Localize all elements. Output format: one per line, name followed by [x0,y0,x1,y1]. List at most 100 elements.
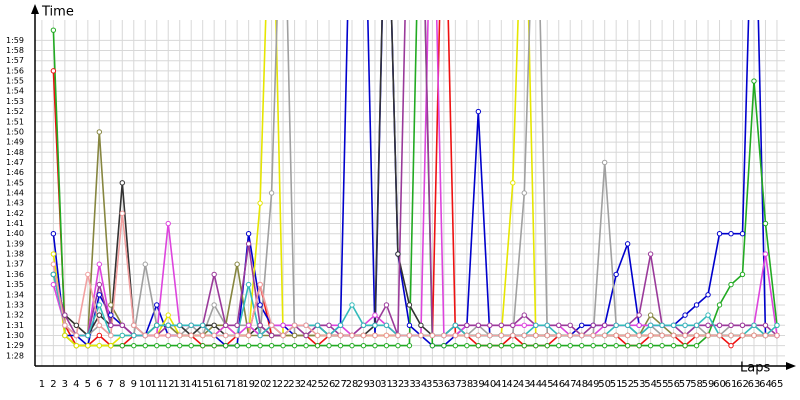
x-tick-label: 53 [633,379,646,390]
x-tick-label: 52 [621,379,634,390]
x-tick-label: 12 [162,379,175,390]
data-point [383,332,390,339]
data-point [73,342,80,349]
data-point [73,332,80,339]
data-point [96,342,103,349]
data-point [257,332,263,339]
x-tick-label: 11 [150,379,163,390]
x-tick-label: 7 [108,379,114,390]
data-point [349,342,355,349]
y-tick-label: 1:44 [6,189,24,198]
data-point [705,292,711,298]
data-point [406,322,413,328]
data-point [245,231,252,237]
data-point [728,332,734,339]
y-tick-label: 1:38 [6,250,24,259]
data-point [613,342,619,349]
data-point [199,332,206,339]
x-tick-label: 18 [231,379,244,390]
data-point [510,332,516,339]
data-point [624,322,631,328]
x-tick-label: 61 [725,379,738,390]
data-point [464,322,470,328]
x-tick-label: 45 [541,379,554,390]
data-point [475,332,482,339]
data-point [222,322,229,328]
data-point [96,281,103,288]
x-tick-label: 56 [667,379,680,390]
data-point [85,342,91,349]
data-point [624,342,631,349]
data-point [739,271,746,278]
data-point [395,342,401,349]
x-tick-label: 42 [506,379,519,390]
data-point [705,312,711,318]
data-point [314,322,321,328]
y-tick-label: 1:49 [6,138,24,147]
data-point [636,322,642,328]
x-tick-label: 60 [713,379,726,390]
y-tick-label: 1:42 [6,209,24,218]
data-point [326,342,332,349]
data-point [62,312,68,318]
data-point [441,342,447,349]
data-point [211,271,217,278]
data-point [693,342,700,349]
data-point [177,342,183,349]
data-point [50,281,57,288]
data-point [177,322,183,328]
data-point [418,322,424,328]
data-point [303,342,309,349]
data-point [556,322,562,328]
data-point [452,322,459,328]
data-point [452,332,459,339]
data-point [50,251,57,257]
data-point [245,281,252,288]
data-point [544,332,550,339]
data-point [291,332,298,339]
data-point [96,292,103,298]
data-point [659,342,665,349]
data-point [199,322,206,328]
y-tick-label: 1:36 [6,270,24,279]
data-point [751,322,757,328]
data-point [62,332,68,339]
data-point [579,322,585,328]
data-point [257,200,263,206]
data-point [762,251,769,257]
data-point [487,332,493,339]
y-tick-label: 1:41 [6,219,24,228]
x-tick-label: 64 [759,379,772,390]
y-tick-label: 1:45 [6,178,24,187]
data-point [705,322,711,328]
data-point [728,231,734,237]
x-tick-label: 13 [173,379,186,390]
data-point [245,342,252,349]
x-tick-label: 21 [265,379,278,390]
x-tick-label: 8 [119,379,125,390]
data-point [222,332,229,339]
x-tick-label: 33 [403,379,416,390]
data-point [177,332,183,339]
data-point [521,312,527,318]
data-point [487,322,493,328]
data-point [590,342,596,349]
data-point [73,322,80,328]
data-point [716,332,723,339]
x-tick-label: 24 [300,379,313,390]
y-tick-label: 1:58 [6,46,24,55]
data-point [62,322,68,328]
y-tick-label: 1:30 [6,331,24,340]
data-point [108,302,114,308]
data-point [108,312,114,318]
data-point [165,342,171,349]
data-point [601,342,608,349]
data-point [165,312,171,318]
y-tick-label: 1:52 [6,107,24,116]
data-point [222,342,229,349]
data-point [188,342,194,349]
data-point [739,332,746,339]
x-tick-label: 44 [529,379,542,390]
data-point [682,312,688,318]
data-point [475,108,482,115]
